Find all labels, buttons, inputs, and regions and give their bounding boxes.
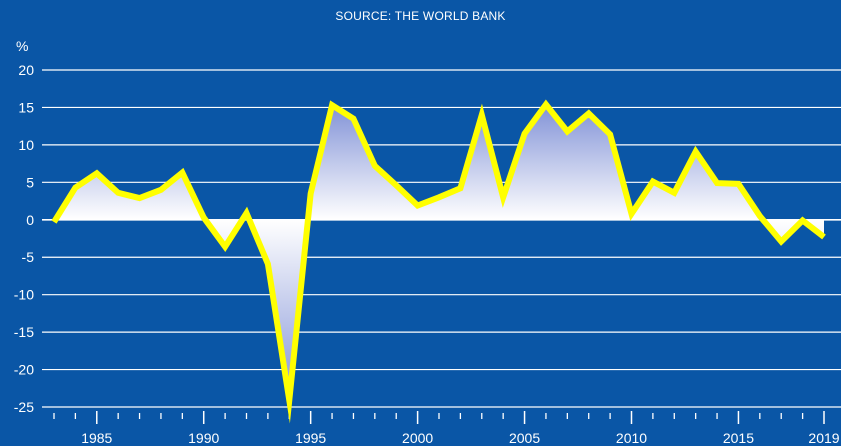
- y-axis-unit: %: [16, 38, 29, 54]
- y-tick-label: 0: [26, 212, 34, 228]
- x-tick-label: 1995: [295, 430, 326, 446]
- y-tick-label: -15: [14, 324, 34, 340]
- x-axis-ticks: 1985 1990 1995 2000 2005 2010 2015 2019: [53, 411, 840, 446]
- y-axis-ticks: 20 15 10 5 0 -5 -10 -15 -20 -25: [14, 62, 34, 415]
- y-tick-label: 5: [26, 174, 34, 190]
- x-tick-label: 1990: [188, 430, 219, 446]
- x-tick-label: 1985: [81, 430, 112, 446]
- y-tick-label: -5: [22, 249, 35, 265]
- source-label: SOURCE: THE WORLD BANK: [335, 9, 506, 23]
- x-tick-label: 2019: [808, 430, 839, 446]
- x-tick-label: 2015: [723, 430, 754, 446]
- y-tick-label: -10: [14, 287, 34, 303]
- x-tick-label: 2010: [616, 430, 647, 446]
- series-line: [51, 99, 826, 424]
- x-tick-label: 2000: [402, 430, 433, 446]
- area-negative: [54, 219, 824, 401]
- area-fill: [54, 104, 824, 401]
- y-tick-label: 15: [18, 99, 34, 115]
- y-tick-label: 10: [18, 137, 34, 153]
- grid-lines: [42, 69, 841, 408]
- series-line-group: [51, 99, 826, 424]
- y-tick-label: 20: [18, 62, 34, 78]
- y-tick-label: -25: [14, 399, 34, 415]
- area-positive: [55, 104, 763, 220]
- x-tick-label: 2005: [509, 430, 540, 446]
- y-tick-label: -20: [14, 362, 34, 378]
